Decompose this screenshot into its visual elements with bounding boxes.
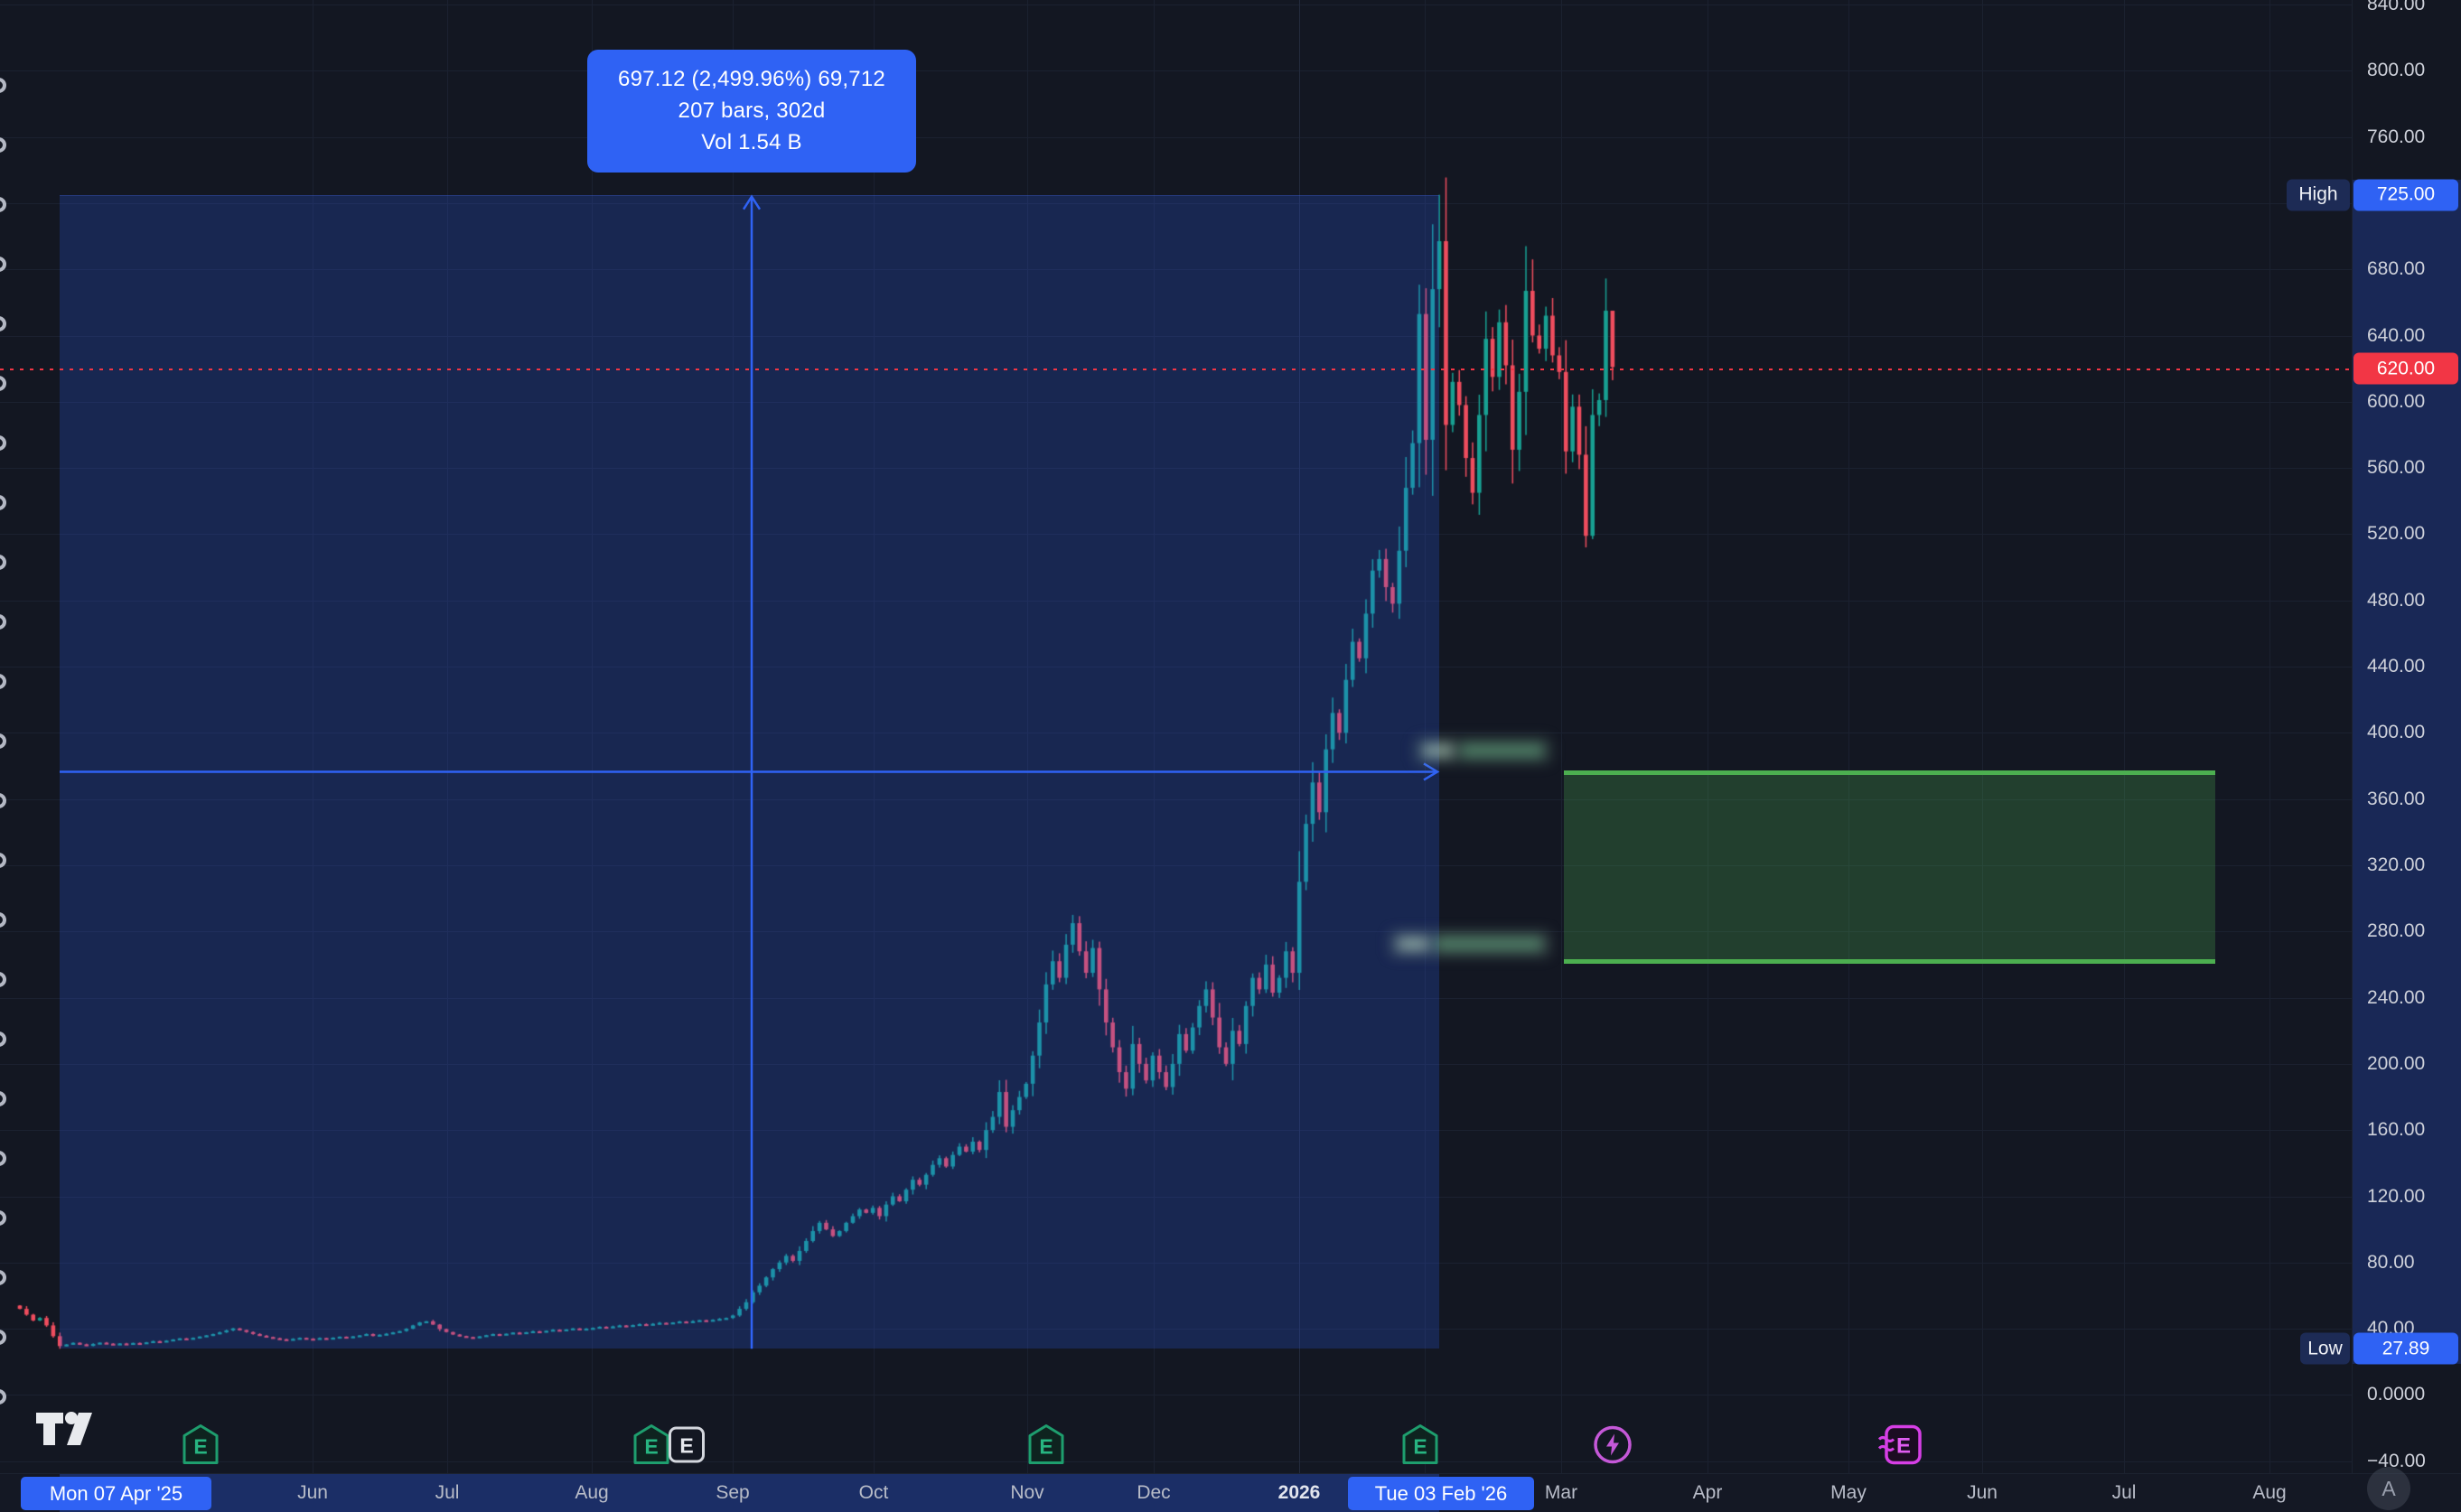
- price-axis-label: 840.00: [2367, 0, 2426, 14]
- price-axis-label: 280.00: [2367, 920, 2426, 942]
- svg-text:E: E: [193, 1435, 207, 1459]
- measure-tooltip-volume: Vol 1.54 B: [701, 130, 802, 154]
- price-axis-label: 0.0000: [2367, 1384, 2426, 1405]
- price-axis-label: 320.00: [2367, 854, 2426, 875]
- svg-text:E: E: [679, 1434, 693, 1458]
- redacted-label-lower: [1389, 930, 1551, 957]
- left-edge-dot: [0, 1031, 6, 1047]
- left-edge-dot: [0, 435, 6, 451]
- time-axis-measure-tint: [60, 1474, 1439, 1512]
- time-axis-month-label: Nov: [1010, 1482, 1044, 1503]
- earnings-badge-icon[interactable]: E: [182, 1424, 220, 1470]
- earnings-badge-icon[interactable]: E: [632, 1424, 670, 1470]
- price-axis-label: 240.00: [2367, 986, 2426, 1008]
- left-edge-dot: [0, 1389, 6, 1405]
- time-axis-month-label: Aug: [575, 1482, 609, 1503]
- earnings-badge-alt-icon[interactable]: E: [668, 1426, 706, 1469]
- left-edge-dot: [0, 1270, 6, 1285]
- time-axis-month-label: Dec: [1137, 1482, 1171, 1503]
- time-axis-month-label: Jun: [1967, 1482, 1998, 1503]
- left-edge-dot: [0, 733, 6, 749]
- time-axis[interactable]: Jun Jul Aug Sep Oct Nov Dec 2026 Mar Apr May Jun Jul…: [0, 1473, 2461, 1512]
- high-label: High: [2287, 179, 2350, 211]
- time-axis-month-label: Jun: [297, 1482, 328, 1503]
- time-axis-month-label: Mar: [1544, 1482, 1578, 1503]
- price-axis-label: 520.00: [2367, 523, 2426, 545]
- earnings-estimate-badge-icon[interactable]: E: [1877, 1424, 1923, 1470]
- low-value-pill: 27.89: [2353, 1332, 2458, 1365]
- price-axis-label: 440.00: [2367, 656, 2426, 677]
- time-axis-month-label: Aug: [2252, 1482, 2287, 1503]
- time-axis-month-label: Jul: [2111, 1482, 2137, 1503]
- candlestick-series: [0, 0, 2352, 1473]
- measure-start-date-pill: Mon 07 Apr '25: [21, 1477, 211, 1510]
- earnings-badge-icon[interactable]: E: [1027, 1424, 1065, 1470]
- svg-text:E: E: [1896, 1434, 1911, 1459]
- price-axis-label: 680.00: [2367, 258, 2426, 280]
- price-axis[interactable]: 840.00 800.00 760.00 680.00 640.00 600.00 560.…: [2287, 0, 2461, 1473]
- left-edge-dot: [0, 793, 6, 808]
- measure-tooltip: 697.12 (2,499.96%) 69,712 207 bars, 302d…: [587, 50, 916, 173]
- left-edge-dot: [0, 674, 6, 689]
- price-axis-label: 80.00: [2367, 1251, 2415, 1273]
- last-price-pill: 620.00: [2353, 352, 2458, 385]
- price-axis-label: 160.00: [2367, 1119, 2426, 1141]
- price-axis-label: 760.00: [2367, 126, 2426, 147]
- price-axis-label: 800.00: [2367, 60, 2426, 81]
- left-edge-dot: [0, 1330, 6, 1345]
- green-rectangle-drawing[interactable]: [1564, 770, 2215, 964]
- left-edge-dot: [0, 78, 6, 93]
- price-axis-label: 640.00: [2367, 324, 2426, 346]
- time-axis-month-label: Apr: [1692, 1482, 1723, 1503]
- left-edge-dot: [0, 853, 6, 868]
- earnings-badge-icon[interactable]: E: [1401, 1424, 1439, 1470]
- low-label: Low: [2300, 1332, 2350, 1365]
- measure-tooltip-change: 697.12 (2,499.96%) 69,712: [618, 67, 885, 91]
- price-axis-label: 600.00: [2367, 390, 2426, 412]
- price-axis-label: 200.00: [2367, 1052, 2426, 1074]
- price-axis-label: 360.00: [2367, 788, 2426, 809]
- time-axis-year-label: 2026: [1277, 1482, 1321, 1503]
- svg-text:E: E: [1039, 1435, 1053, 1459]
- time-axis-month-label: Oct: [858, 1482, 889, 1503]
- time-axis-month-label: Jul: [435, 1482, 460, 1503]
- left-edge-dot: [0, 316, 6, 331]
- left-edge-dot: [0, 197, 6, 212]
- left-edge-dot: [0, 912, 6, 928]
- left-edge-dot: [0, 1151, 6, 1166]
- svg-text:E: E: [644, 1435, 658, 1459]
- tradingview-logo-icon[interactable]: [34, 1407, 103, 1449]
- left-edge-dot: [0, 614, 6, 630]
- high-value-pill: 725.00: [2353, 179, 2458, 211]
- svg-text:E: E: [1413, 1435, 1427, 1459]
- redacted-label-upper: [1414, 737, 1552, 764]
- left-edge-dot: [0, 495, 6, 510]
- measure-tooltip-bars: 207 bars, 302d: [678, 98, 826, 123]
- left-edge-dot: [0, 972, 6, 987]
- left-edge-dot: [0, 137, 6, 153]
- corner-a-button[interactable]: A: [2367, 1467, 2410, 1510]
- last-price-line: [0, 369, 2352, 371]
- measure-end-date-pill: Tue 03 Feb '26: [1348, 1477, 1534, 1510]
- price-axis-label: 400.00: [2367, 722, 2426, 743]
- flash-event-icon[interactable]: [1593, 1425, 1633, 1470]
- price-axis-label: 120.00: [2367, 1185, 2426, 1207]
- price-axis-label: 560.00: [2367, 457, 2426, 479]
- time-axis-month-label: May: [1830, 1482, 1867, 1503]
- left-edge-dot: [0, 1210, 6, 1226]
- chart-plot-area[interactable]: 697.12 (2,499.96%) 69,712 207 bars, 302d…: [0, 0, 2352, 1473]
- price-axis-label: −40.00: [2367, 1450, 2426, 1471]
- left-edge-dot: [0, 1091, 6, 1106]
- time-axis-month-label: Sep: [716, 1482, 750, 1503]
- left-edge-dot: [0, 257, 6, 272]
- left-edge-dot: [0, 376, 6, 391]
- left-edge-dot: [0, 555, 6, 570]
- price-axis-label: 480.00: [2367, 589, 2426, 611]
